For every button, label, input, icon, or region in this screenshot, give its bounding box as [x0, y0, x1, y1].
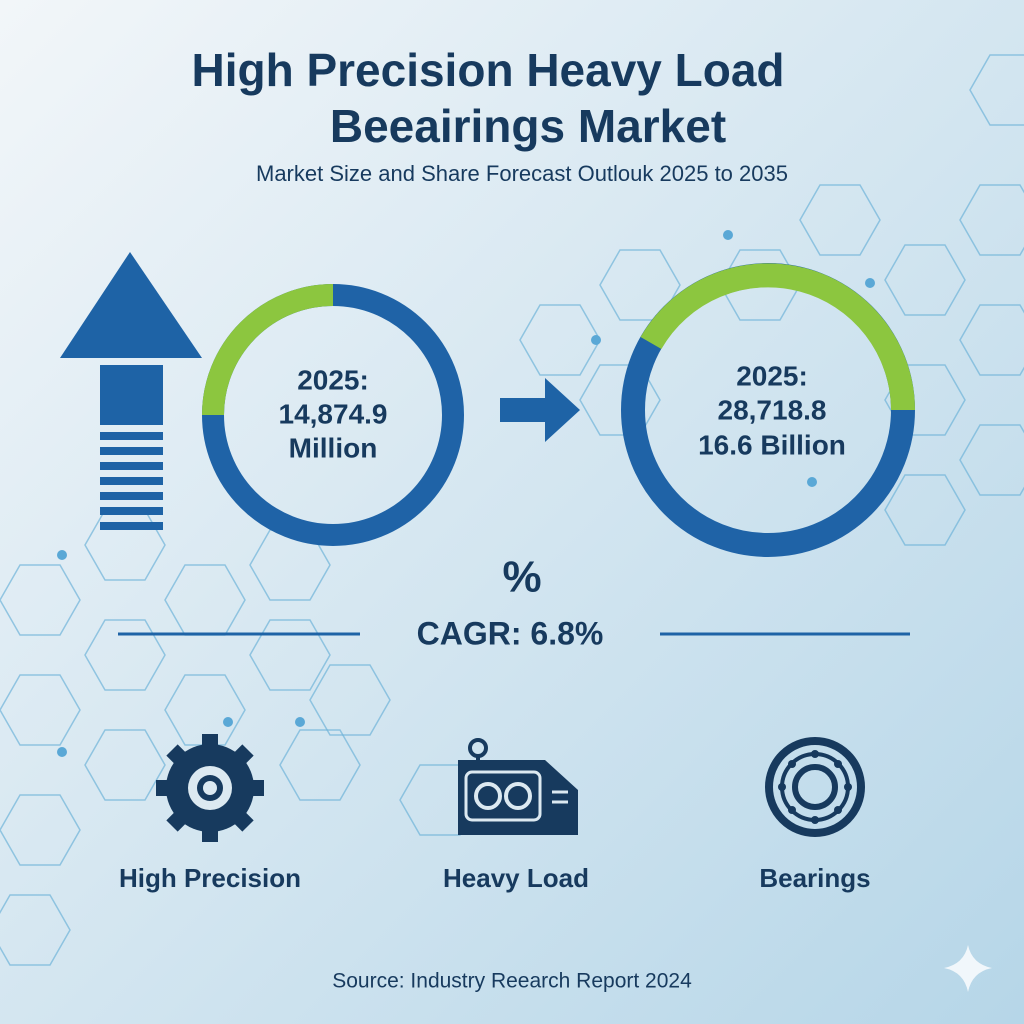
title-line: High Precision Heavy Load	[191, 44, 784, 96]
feature-label: Heavy Load	[443, 863, 589, 893]
ring-text: 2025:	[736, 360, 808, 391]
source: Source: Industry Reearch Report 2024	[332, 970, 692, 993]
ring-text: 16.6 Billion	[698, 429, 846, 460]
right-arrow	[500, 378, 580, 442]
sparkle	[944, 945, 992, 992]
bearing-icon	[765, 737, 865, 837]
ring-text: 14,874.9	[279, 398, 388, 429]
ring-text: 2025:	[297, 364, 369, 395]
title-line: Beeairings Market	[330, 100, 726, 152]
ring-text: 28,718.8	[718, 394, 827, 425]
feature-label: Bearings	[759, 863, 870, 893]
percent-symbol: %	[502, 553, 541, 602]
ring-text: Million	[289, 432, 378, 463]
cagr-label: CAGR: 6.8%	[417, 615, 604, 651]
gear-icon	[156, 734, 264, 842]
hex-decoration	[0, 54, 1024, 966]
up-arrow	[60, 252, 202, 530]
subtitle: Market Size and Share Forecast Outlouk 2…	[256, 161, 788, 186]
ring	[621, 263, 915, 557]
ring	[202, 284, 464, 546]
machine-icon	[458, 738, 578, 835]
feature-label: High Precision	[119, 863, 301, 893]
